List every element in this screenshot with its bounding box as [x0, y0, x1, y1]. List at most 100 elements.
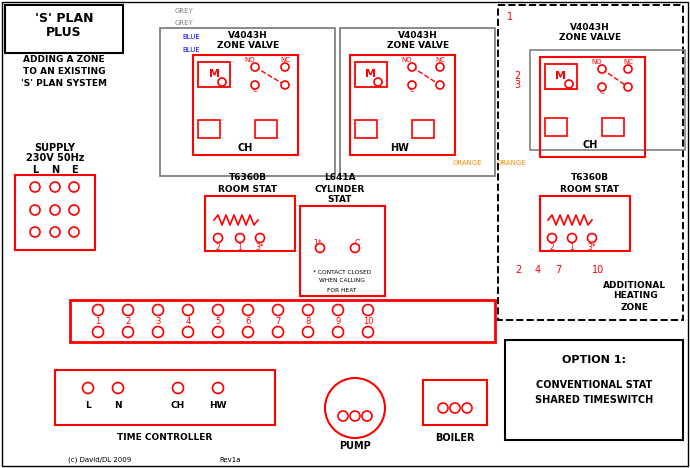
Circle shape — [112, 382, 124, 394]
Text: ZONE VALVE: ZONE VALVE — [387, 42, 449, 51]
Circle shape — [333, 327, 344, 337]
Text: 2: 2 — [550, 242, 554, 251]
Circle shape — [362, 327, 373, 337]
Circle shape — [123, 327, 133, 337]
Bar — [530, 50, 685, 150]
Circle shape — [50, 182, 60, 192]
Circle shape — [242, 305, 253, 315]
Text: C: C — [600, 89, 604, 95]
Text: 1: 1 — [570, 242, 574, 251]
Circle shape — [325, 378, 385, 438]
Circle shape — [362, 305, 373, 315]
Text: 2: 2 — [514, 71, 520, 81]
Circle shape — [213, 234, 222, 242]
Circle shape — [242, 327, 253, 337]
Circle shape — [547, 234, 557, 242]
Text: N: N — [340, 413, 346, 419]
Circle shape — [567, 234, 577, 242]
Circle shape — [172, 382, 184, 394]
Bar — [423, 380, 487, 425]
Text: TO AN EXISTING: TO AN EXISTING — [23, 67, 106, 76]
Circle shape — [281, 81, 289, 89]
Text: 2: 2 — [215, 242, 220, 251]
Text: V4043H: V4043H — [570, 23, 610, 32]
Text: E: E — [453, 405, 457, 411]
Circle shape — [281, 63, 289, 71]
Circle shape — [587, 234, 596, 242]
Text: HW: HW — [391, 143, 409, 153]
Bar — [198, 62, 230, 87]
Text: M: M — [366, 69, 377, 79]
Circle shape — [213, 305, 224, 315]
Bar — [355, 62, 387, 87]
Text: 3: 3 — [155, 316, 161, 326]
Circle shape — [182, 327, 193, 337]
Text: 3*: 3* — [255, 242, 264, 251]
Circle shape — [273, 305, 284, 315]
Bar — [55, 370, 275, 425]
Text: T6360B: T6360B — [229, 174, 267, 183]
Text: 8: 8 — [305, 316, 310, 326]
Circle shape — [50, 205, 60, 215]
Circle shape — [273, 327, 284, 337]
Text: FOR HEAT: FOR HEAT — [327, 287, 357, 292]
Circle shape — [598, 83, 606, 91]
Circle shape — [462, 403, 472, 413]
Text: L: L — [465, 405, 469, 411]
Text: PLUS: PLUS — [46, 27, 82, 39]
Text: 9: 9 — [335, 316, 341, 326]
Circle shape — [213, 382, 224, 394]
Text: 5: 5 — [215, 316, 221, 326]
Text: 230V 50Hz: 230V 50Hz — [26, 153, 84, 163]
Circle shape — [333, 305, 344, 315]
Bar — [160, 28, 335, 176]
Text: ZONE: ZONE — [621, 302, 649, 312]
Text: CYLINDER: CYLINDER — [315, 184, 365, 193]
Circle shape — [436, 81, 444, 89]
Text: M: M — [208, 69, 219, 79]
Text: BLUE: BLUE — [182, 47, 199, 53]
Text: ADDING A ZONE: ADDING A ZONE — [23, 56, 105, 65]
Circle shape — [123, 305, 133, 315]
Text: NO: NO — [402, 57, 413, 63]
Text: CH: CH — [237, 143, 253, 153]
Text: ROOM STAT: ROOM STAT — [219, 184, 277, 193]
Text: N: N — [114, 402, 122, 410]
Text: C: C — [253, 87, 257, 93]
Circle shape — [438, 403, 448, 413]
Circle shape — [235, 234, 244, 242]
Bar — [505, 340, 683, 440]
Bar — [498, 5, 683, 320]
Text: L: L — [85, 402, 91, 410]
Text: TIME CONTROLLER: TIME CONTROLLER — [117, 432, 213, 441]
Text: 1: 1 — [95, 316, 101, 326]
Text: NC: NC — [623, 59, 633, 65]
Text: WHEN CALLING: WHEN CALLING — [319, 278, 365, 284]
Text: STAT: STAT — [328, 196, 353, 205]
Text: SHARED TIMESWITCH: SHARED TIMESWITCH — [535, 395, 653, 405]
Circle shape — [30, 205, 40, 215]
Bar — [15, 175, 95, 250]
Bar — [193, 55, 298, 155]
Text: ORANGE: ORANGE — [497, 160, 526, 166]
Text: CH: CH — [582, 140, 598, 150]
Circle shape — [92, 305, 104, 315]
Circle shape — [152, 305, 164, 315]
Text: 'S' PLAN: 'S' PLAN — [34, 13, 93, 25]
Circle shape — [69, 182, 79, 192]
Text: OPTION 1:: OPTION 1: — [562, 355, 626, 365]
Text: 2: 2 — [515, 265, 521, 275]
Bar — [340, 28, 495, 176]
Text: Rev1a: Rev1a — [219, 457, 241, 463]
Bar — [300, 206, 385, 296]
Circle shape — [565, 80, 573, 88]
Text: 7: 7 — [275, 316, 281, 326]
Text: PUMP: PUMP — [339, 441, 371, 451]
Bar — [198, 120, 220, 138]
Text: GREY: GREY — [175, 8, 194, 14]
Text: ZONE VALVE: ZONE VALVE — [559, 34, 621, 43]
Text: BLUE: BLUE — [182, 34, 199, 40]
Text: 6: 6 — [246, 316, 250, 326]
Circle shape — [50, 227, 60, 237]
Bar — [602, 118, 624, 136]
